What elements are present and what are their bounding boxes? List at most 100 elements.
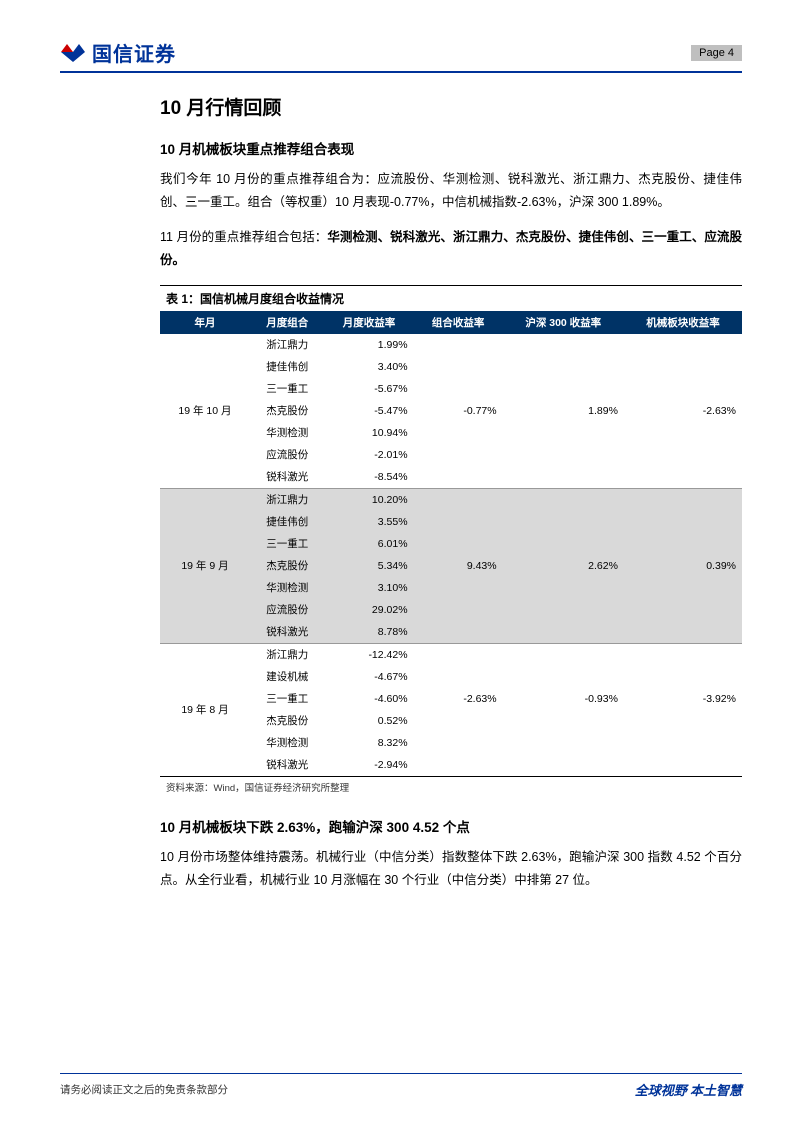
cell-mach-return: 0.39% <box>624 555 742 577</box>
cell-monthly-return: -4.60% <box>324 688 413 710</box>
table-header-row: 年月 月度组合 月度收益率 组合收益率 沪深 300 收益率 机械板块收益率 <box>160 311 742 334</box>
cell-empty <box>624 444 742 466</box>
cell-monthly-return: -5.47% <box>324 400 413 422</box>
cell-empty <box>624 710 742 732</box>
cell-stock-name: 应流股份 <box>250 599 325 621</box>
table-row: 19 年 8 月浙江鼎力-12.42% <box>160 643 742 666</box>
col-stock: 月度组合 <box>250 311 325 334</box>
cell-empty <box>624 621 742 644</box>
cell-stock-name: 捷佳伟创 <box>250 511 325 533</box>
cell-stock-name: 三一重工 <box>250 378 325 400</box>
cell-monthly-return: 3.10% <box>324 577 413 599</box>
cell-monthly-return: 10.20% <box>324 488 413 511</box>
cell-monthly-return: -12.42% <box>324 643 413 666</box>
cell-empty <box>414 488 503 511</box>
cell-empty <box>624 378 742 400</box>
cell-monthly-return: -2.94% <box>324 754 413 776</box>
cell-empty <box>414 533 503 555</box>
col-mach-return: 机械板块收益率 <box>624 311 742 334</box>
cell-combo-return: 9.43% <box>414 555 503 577</box>
cell-empty <box>414 732 503 754</box>
cell-stock-name: 浙江鼎力 <box>250 488 325 511</box>
logo-diamond-icon <box>60 42 86 64</box>
cell-empty <box>414 466 503 489</box>
cell-stock-name: 锐科激光 <box>250 621 325 644</box>
cell-empty <box>503 356 624 378</box>
page-header: 国信证券 Page 4 <box>60 38 742 73</box>
cell-empty <box>414 710 503 732</box>
cell-empty <box>503 732 624 754</box>
page-number-badge: Page 4 <box>691 45 742 61</box>
cell-empty <box>503 488 624 511</box>
cell-empty <box>503 621 624 644</box>
cell-stock-name: 三一重工 <box>250 533 325 555</box>
nov-picks-prefix: 11 月份的重点推荐组合包括： <box>160 230 327 244</box>
cell-monthly-return: -4.67% <box>324 666 413 688</box>
col-combo-return: 组合收益率 <box>414 311 503 334</box>
cell-empty <box>624 356 742 378</box>
cell-stock-name: 浙江鼎力 <box>250 643 325 666</box>
cell-monthly-return: -5.67% <box>324 378 413 400</box>
cell-mach-return: -3.92% <box>624 688 742 710</box>
col-period: 年月 <box>160 311 250 334</box>
cell-period: 19 年 10 月 <box>160 334 250 489</box>
paragraph-oct-summary: 我们今年 10 月份的重点推荐组合为：应流股份、华测检测、锐科激光、浙江鼎力、杰… <box>160 168 742 214</box>
cell-empty <box>414 444 503 466</box>
cell-stock-name: 锐科激光 <box>250 466 325 489</box>
cell-empty <box>414 422 503 444</box>
cell-empty <box>414 666 503 688</box>
cell-empty <box>503 533 624 555</box>
footer-disclaimer: 请务必阅读正文之后的免责条款部分 <box>60 1082 228 1097</box>
cell-hs300-return: -0.93% <box>503 688 624 710</box>
cell-empty <box>624 511 742 533</box>
monthly-returns-table: 年月 月度组合 月度收益率 组合收益率 沪深 300 收益率 机械板块收益率 1… <box>160 311 742 776</box>
cell-stock-name: 建设机械 <box>250 666 325 688</box>
cell-combo-return: -0.77% <box>414 400 503 422</box>
cell-empty <box>503 511 624 533</box>
cell-empty <box>624 599 742 621</box>
cell-empty <box>503 666 624 688</box>
paragraph-nov-picks: 11 月份的重点推荐组合包括：华测检测、锐科激光、浙江鼎力、杰克股份、捷佳伟创、… <box>160 226 742 272</box>
brand-logo: 国信证券 <box>60 38 176 67</box>
page-footer: 请务必阅读正文之后的免责条款部分 全球视野 本土智慧 <box>60 1073 742 1099</box>
cell-monthly-return: 8.32% <box>324 732 413 754</box>
cell-stock-name: 三一重工 <box>250 688 325 710</box>
cell-empty <box>624 334 742 356</box>
cell-stock-name: 华测检测 <box>250 732 325 754</box>
cell-monthly-return: 1.99% <box>324 334 413 356</box>
cell-empty <box>624 732 742 754</box>
cell-monthly-return: 8.78% <box>324 621 413 644</box>
paragraph-market-review: 10 月份市场整体维持震荡。机械行业（中信分类）指数整体下跌 2.63%，跑输沪… <box>160 846 742 892</box>
cell-empty <box>503 444 624 466</box>
cell-empty <box>624 754 742 776</box>
cell-stock-name: 杰克股份 <box>250 400 325 422</box>
footer-slogan: 全球视野 本土智慧 <box>635 1080 742 1099</box>
cell-monthly-return: -8.54% <box>324 466 413 489</box>
cell-empty <box>503 643 624 666</box>
cell-empty <box>624 643 742 666</box>
cell-stock-name: 华测检测 <box>250 577 325 599</box>
cell-hs300-return: 2.62% <box>503 555 624 577</box>
cell-monthly-return: 3.40% <box>324 356 413 378</box>
cell-empty <box>624 466 742 489</box>
table-source: 资料来源：Wind，国信证券经济研究所整理 <box>160 776 742 794</box>
brand-name: 国信证券 <box>92 38 176 67</box>
cell-empty <box>414 754 503 776</box>
cell-empty <box>414 643 503 666</box>
cell-combo-return: -2.63% <box>414 688 503 710</box>
subsection-heading-decline: 10 月机械板块下跌 2.63%，跑输沪深 300 4.52 个点 <box>160 816 742 836</box>
cell-stock-name: 应流股份 <box>250 444 325 466</box>
cell-empty <box>414 577 503 599</box>
cell-stock-name: 杰克股份 <box>250 555 325 577</box>
section-heading: 10 月行情回顾 <box>160 93 742 120</box>
cell-empty <box>414 511 503 533</box>
table-caption: 表 1：国信机械月度组合收益情况 <box>160 285 742 311</box>
cell-empty <box>414 356 503 378</box>
cell-monthly-return: 10.94% <box>324 422 413 444</box>
cell-empty <box>414 621 503 644</box>
cell-stock-name: 锐科激光 <box>250 754 325 776</box>
cell-monthly-return: -2.01% <box>324 444 413 466</box>
main-content: 10 月行情回顾 10 月机械板块重点推荐组合表现 我们今年 10 月份的重点推… <box>60 93 742 892</box>
cell-monthly-return: 29.02% <box>324 599 413 621</box>
cell-stock-name: 华测检测 <box>250 422 325 444</box>
